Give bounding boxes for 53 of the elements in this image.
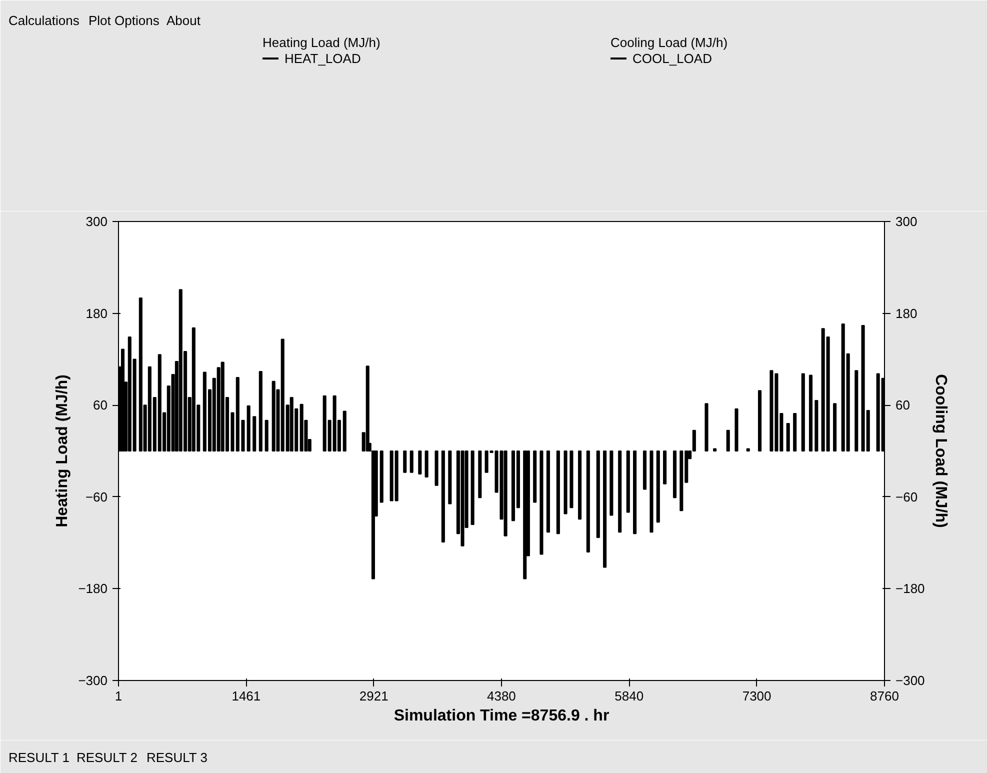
bar xyxy=(246,405,250,452)
bar xyxy=(808,374,813,452)
text: Heating Load (MJ/h) xyxy=(262,35,380,50)
text: RESULT 1 xyxy=(8,750,70,765)
x-tick-label: 1 xyxy=(114,688,122,704)
x-axis-title: Simulation Time =8756.9 . hr xyxy=(394,708,610,724)
bar xyxy=(876,373,880,452)
bar xyxy=(854,370,858,452)
bar xyxy=(300,404,304,452)
text: Calculations xyxy=(8,13,80,28)
bar xyxy=(786,422,790,452)
bar xyxy=(342,410,346,452)
y-tick-label: 300 xyxy=(86,214,108,229)
y2-tick-label: 180 xyxy=(896,306,918,321)
text: About xyxy=(166,13,201,28)
bar xyxy=(801,373,805,452)
bar xyxy=(734,408,738,452)
x-tick-label: 2921 xyxy=(359,688,388,704)
bar xyxy=(814,400,818,452)
x-tick-label: 5840 xyxy=(614,688,644,704)
y2-tick-label: 60 xyxy=(896,398,910,413)
y2-tick-label: −300 xyxy=(896,673,925,688)
x-tick-label: 4380 xyxy=(486,688,516,704)
bar xyxy=(713,448,717,452)
bar xyxy=(746,448,750,452)
bar xyxy=(258,370,262,452)
y2-axis-title: Cooling Load (MJ/h) xyxy=(932,374,949,528)
legend-label: HEAT_LOAD xyxy=(284,51,361,66)
x-tick-label: 8760 xyxy=(870,688,899,704)
y-tick-label: 60 xyxy=(93,398,108,413)
bar xyxy=(704,403,708,452)
y2-tick-label: 300 xyxy=(896,214,918,229)
text: Cooling Load (MJ/h) xyxy=(610,35,728,50)
y2-tick-label: −180 xyxy=(896,581,925,596)
text: RESULT 2 xyxy=(76,750,138,765)
legend-label: COOL_LOAD xyxy=(632,51,712,66)
y-axis-title: Heating Load (MJ/h) xyxy=(54,374,72,528)
y-tick-label: −180 xyxy=(78,581,108,596)
bar xyxy=(252,416,256,452)
bar xyxy=(264,420,268,452)
x-tick-label: 7300 xyxy=(742,688,772,704)
bar xyxy=(366,366,370,452)
bar xyxy=(833,403,837,452)
x-tick-label: 1461 xyxy=(232,688,261,704)
y-tick-label: 180 xyxy=(86,306,108,321)
bar xyxy=(793,413,797,452)
text: Plot Options xyxy=(88,13,160,28)
bar xyxy=(726,430,730,452)
text: RESULT 3 xyxy=(146,750,208,765)
y2-tick-label: −60 xyxy=(896,489,918,504)
bar xyxy=(758,390,762,452)
y-tick-label: −60 xyxy=(85,489,108,504)
y-tick-label: −300 xyxy=(78,673,108,688)
